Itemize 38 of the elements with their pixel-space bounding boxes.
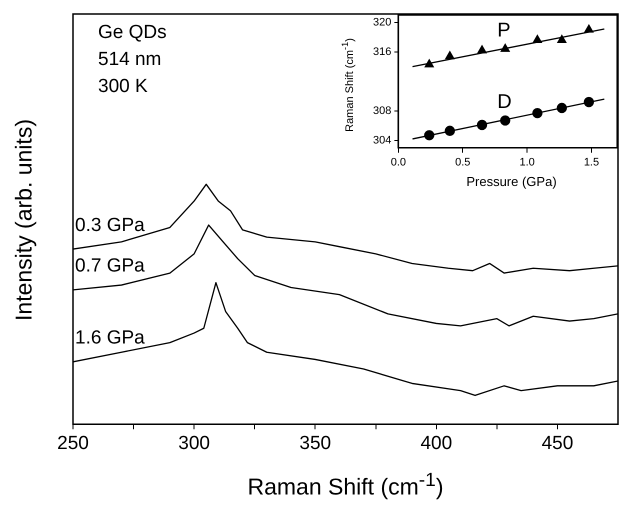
point — [444, 126, 455, 136]
point — [584, 24, 594, 33]
series-label: P — [497, 19, 511, 42]
point — [557, 34, 566, 43]
point — [424, 130, 434, 140]
text: 300 K — [98, 76, 148, 98]
y-axis-title: Intensity (arb. units) — [10, 119, 38, 321]
series-label: 0.7 GPa — [75, 256, 146, 277]
point — [500, 44, 510, 52]
x-tick-label: 300 — [178, 432, 210, 454]
y-tick-label: 304 — [372, 134, 392, 146]
point — [500, 115, 510, 126]
x-axis-title: Raman Shift (cm$^{-1}$) — [246, 470, 444, 501]
y-tick-label: 320 — [372, 16, 392, 28]
x-tick-label: 0.5 — [455, 156, 470, 168]
x-tick-label: 1.0 — [519, 156, 535, 168]
point — [556, 102, 567, 114]
x-tick-label: 450 — [542, 432, 574, 454]
point — [476, 120, 488, 130]
point — [424, 59, 434, 68]
text: 514 nm — [98, 49, 162, 71]
y-tick-label: 308 — [372, 104, 392, 117]
x-axis-title: Pressure (GPa) — [465, 174, 558, 189]
text: Ge QDs — [98, 22, 167, 44]
point — [445, 51, 454, 60]
point — [532, 34, 542, 43]
point — [477, 45, 487, 54]
x-tick-label: 250 — [57, 432, 89, 454]
point — [532, 108, 543, 118]
x-tick-label: 350 — [299, 432, 332, 454]
series-label: D — [497, 91, 512, 114]
x-tick-label: 400 — [420, 432, 452, 454]
series-label: 1.6 GPa — [75, 328, 146, 349]
series-label: 0.3 GPa — [75, 214, 146, 236]
point — [584, 96, 594, 108]
x-tick-label: 0.0 — [390, 156, 406, 168]
y-tick-label: 316 — [372, 46, 392, 58]
x-tick-label: 1.5 — [584, 156, 600, 168]
